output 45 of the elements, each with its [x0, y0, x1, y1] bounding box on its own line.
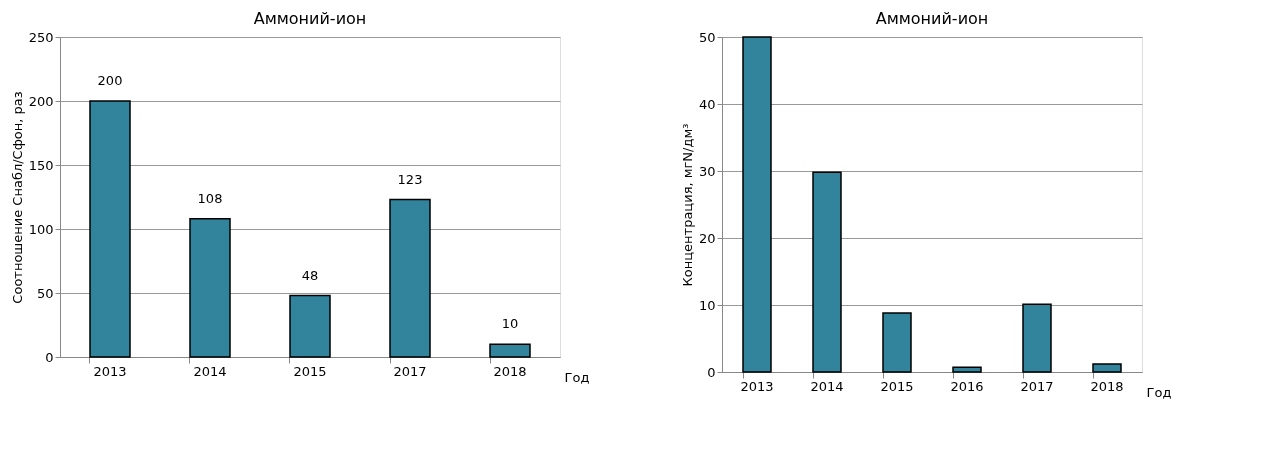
y-tick-label: 100: [28, 221, 54, 237]
data-label: 108: [197, 190, 223, 206]
bar: [89, 100, 131, 358]
data-label: 200: [97, 73, 123, 88]
bar: [189, 218, 231, 358]
y-tick-label: 250: [28, 29, 54, 45]
y-tick-label: 30: [698, 163, 716, 179]
chart-title: Аммоний-ион: [875, 9, 989, 28]
y-tick-label: 0: [45, 349, 54, 365]
x-tick-label: 2017: [1020, 378, 1054, 394]
data-label: 123: [397, 171, 423, 187]
y-tick-label: 20: [698, 230, 716, 246]
y-tick-label: 10: [698, 297, 716, 313]
x-tick-label: 2016: [950, 378, 984, 394]
bar: [1092, 363, 1122, 373]
x-tick-label: 2018: [1090, 378, 1124, 394]
data-label: 10: [501, 316, 519, 332]
y-axis-title: Концентрация, мгN/дм³: [679, 123, 695, 287]
x-tick-label: 2013: [93, 363, 127, 379]
y-tick-label: 50: [36, 285, 54, 301]
bar: [742, 36, 772, 373]
bar: [952, 366, 982, 373]
x-tick-label: 2015: [293, 363, 327, 379]
y-tick-label: 40: [698, 96, 716, 112]
bar: [389, 198, 431, 358]
bar: [882, 312, 912, 373]
bar: [812, 171, 842, 373]
bar: [1022, 303, 1052, 373]
y-tick-label: 150: [28, 157, 54, 173]
data-label: 48: [301, 267, 319, 283]
y-tick-label: 200: [28, 93, 54, 109]
x-tick-label: 2014: [810, 378, 844, 394]
x-axis-title: Год: [564, 369, 590, 385]
bar: [289, 294, 331, 358]
y-axis-title: Соотношение Снабл/Сфон, раз: [9, 91, 25, 304]
x-tick-label: 2018: [493, 363, 527, 379]
y-tick-label: 50: [698, 29, 716, 45]
chart-title: Аммоний-ион: [253, 9, 367, 28]
x-tick-label: 2015: [880, 378, 914, 394]
x-tick-label: 2013: [740, 378, 774, 394]
x-axis-title: Год: [1146, 384, 1172, 400]
x-tick-label: 2014: [193, 363, 227, 379]
x-tick-label: 2017: [393, 363, 427, 379]
bar: [489, 343, 531, 358]
y-tick-label: 0: [707, 364, 716, 380]
